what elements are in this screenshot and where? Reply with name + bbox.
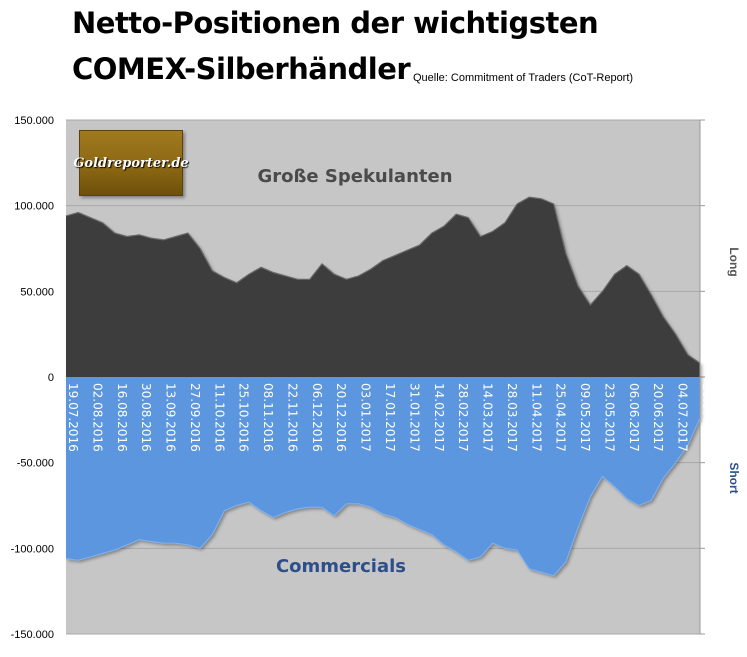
x-tick-label: 17.01.2017 (383, 383, 397, 452)
x-tick-label: 09.05.2017 (578, 383, 592, 452)
x-tick-label: 23.05.2017 (602, 383, 616, 452)
series-label-commercials: Commercials (276, 556, 406, 577)
y-tick-label: -50.000 (17, 458, 54, 470)
area-speculators (66, 197, 700, 377)
chart-title-line1: Netto-Positionen der wichtigsten (72, 6, 599, 40)
x-tick-label: 20.06.2017 (651, 383, 665, 452)
right-label-long: Long (727, 247, 741, 276)
right-label-short: Short (727, 462, 741, 493)
series-label-speculators: Große Spekulanten (257, 166, 452, 187)
x-tick-label: 28.02.2017 (456, 383, 470, 452)
x-tick-label: 03.01.2017 (359, 383, 373, 452)
x-tick-label: 04.07.2017 (676, 383, 690, 452)
x-tick-label: 30.08.2016 (139, 383, 153, 452)
x-tick-label: 06.12.2016 (310, 383, 324, 452)
goldreporter-logo: Goldreporter.de (73, 130, 189, 196)
x-tick-label: 08.11.2016 (261, 383, 275, 452)
x-tick-label: 18.07.2017 (700, 383, 714, 452)
x-tick-label: 28.03.2017 (505, 383, 519, 452)
line-commercials (65, 417, 701, 577)
area-commercials (66, 377, 700, 576)
x-tick-label: 11.10.2016 (212, 383, 226, 452)
x-tick-label: 20.12.2016 (334, 383, 348, 452)
source-note: Quelle: Commitment of Traders (CoT-Repor… (413, 72, 634, 84)
x-tick-label: 14.02.2017 (432, 383, 446, 452)
x-tick-label: 14.03.2017 (481, 383, 495, 452)
y-tick-label: 100.000 (14, 201, 54, 213)
x-tick-label: 06.06.2017 (627, 383, 641, 452)
chart-title-line2: COMEX-Silberhändler (72, 52, 411, 86)
y-tick-label: 150.000 (14, 115, 54, 127)
y-tick-label: -100.000 (11, 543, 54, 555)
x-tick-label: 25.10.2016 (237, 383, 251, 452)
x-tick-label: 19.07.2016 (66, 383, 80, 452)
x-tick-label: 31.01.2017 (407, 383, 421, 452)
x-tick-label: 25.04.2017 (554, 383, 568, 452)
x-tick-label: 16.08.2016 (115, 383, 129, 452)
x-tick-label: 22.11.2016 (285, 383, 299, 452)
y-tick-label: 0 (48, 372, 54, 384)
line-speculators (65, 196, 701, 364)
y-tick-label: -150.000 (11, 629, 54, 641)
x-tick-label: 27.09.2016 (188, 383, 202, 452)
x-tick-label: 11.04.2017 (529, 383, 543, 452)
x-tick-label: 13.09.2016 (164, 383, 178, 452)
y-tick-label: 50.000 (20, 286, 54, 298)
x-tick-label: 02.08.2016 (90, 383, 104, 452)
